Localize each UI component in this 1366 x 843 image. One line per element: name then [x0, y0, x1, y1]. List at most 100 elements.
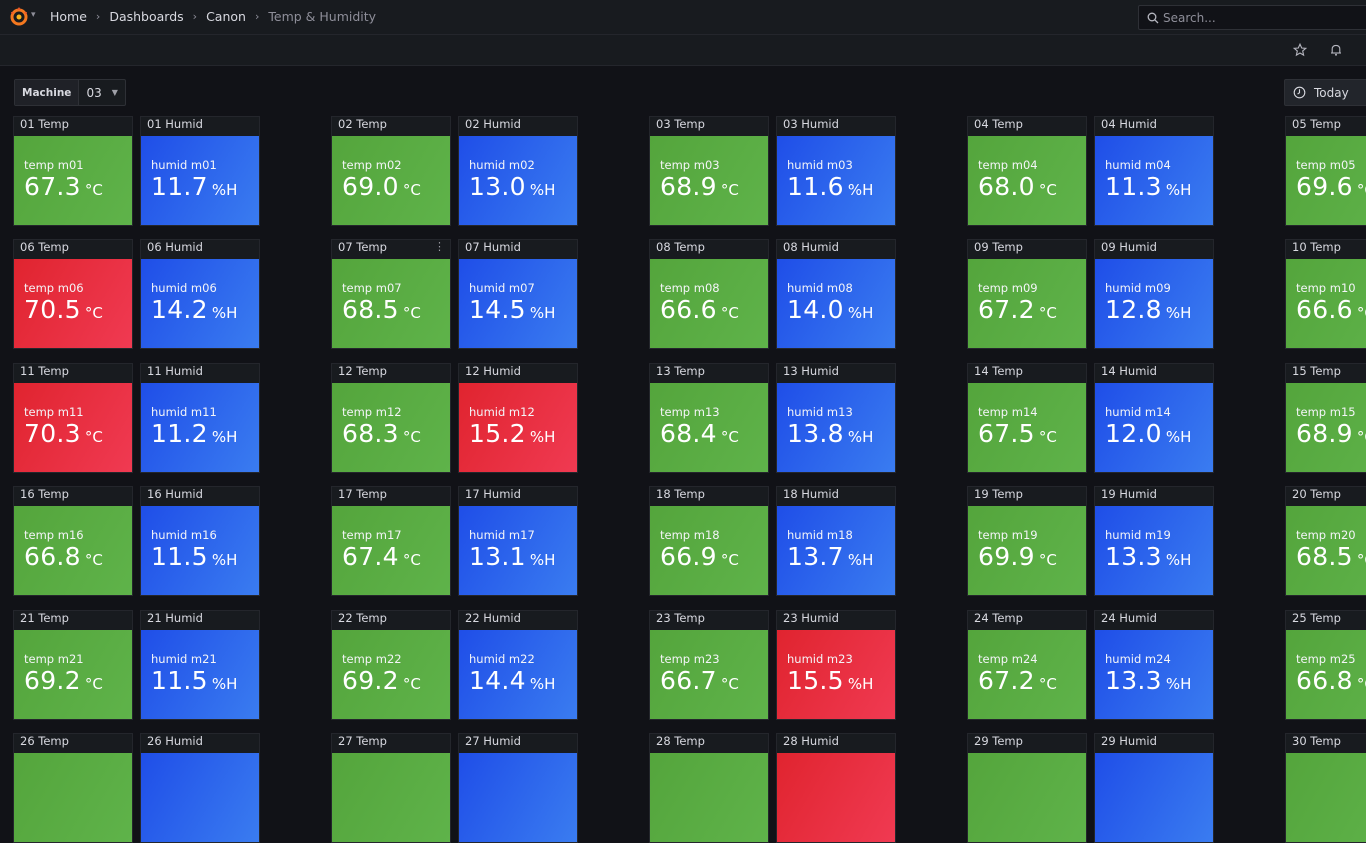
humid-panel[interactable]: 12 Humid humid m12 15.2 %H [458, 363, 578, 473]
temp-panel[interactable]: 21 Temp temp m21 69.2 °C [13, 610, 133, 720]
humid-panel[interactable]: 09 Humid humid m09 12.8 %H [1094, 239, 1214, 349]
panel-title[interactable]: 29 Humid [1101, 734, 1157, 748]
panel-title[interactable]: 13 Temp [656, 364, 705, 378]
temp-panel[interactable]: 06 Temp temp m06 70.5 °C [13, 239, 133, 349]
machine-variable-picker[interactable]: Machine 03 ▼ [14, 79, 126, 106]
panel-title[interactable]: 09 Temp [974, 240, 1023, 254]
panel-title[interactable]: 17 Temp [338, 487, 387, 501]
machine-variable-select[interactable]: 03 ▼ [79, 80, 124, 105]
humid-panel[interactable]: 01 Humid humid m01 11.7 %H [140, 116, 260, 226]
temp-panel[interactable]: 17 Temp temp m17 67.4 °C [331, 486, 451, 596]
bell-icon[interactable] [1329, 43, 1343, 57]
panel-title[interactable]: 13 Humid [783, 364, 839, 378]
temp-panel[interactable]: 11 Temp temp m11 70.3 °C [13, 363, 133, 473]
temp-panel[interactable]: 13 Temp temp m13 68.4 °C [649, 363, 769, 473]
temp-panel[interactable]: 26 Temp [13, 733, 133, 843]
panel-title[interactable]: 03 Temp [656, 117, 705, 131]
temp-panel[interactable]: 23 Temp temp m23 66.7 °C [649, 610, 769, 720]
panel-title[interactable]: 12 Temp [338, 364, 387, 378]
temp-panel[interactable]: 04 Temp temp m04 68.0 °C [967, 116, 1087, 226]
panel-title[interactable]: 27 Temp [338, 734, 387, 748]
grafana-logo-icon[interactable] [8, 6, 30, 28]
humid-panel[interactable]: 07 Humid humid m07 14.5 %H [458, 239, 578, 349]
humid-panel[interactable]: 03 Humid humid m03 11.6 %H [776, 116, 896, 226]
humid-panel[interactable]: 22 Humid humid m22 14.4 %H [458, 610, 578, 720]
panel-title[interactable]: 14 Temp [974, 364, 1023, 378]
chevron-down-icon[interactable]: ▾ [31, 10, 36, 20]
temp-panel[interactable]: 24 Temp temp m24 67.2 °C [967, 610, 1087, 720]
temp-panel[interactable]: 19 Temp temp m19 69.9 °C [967, 486, 1087, 596]
humid-panel[interactable]: 24 Humid humid m24 13.3 %H [1094, 610, 1214, 720]
humid-panel[interactable]: 19 Humid humid m19 13.3 %H [1094, 486, 1214, 596]
humid-panel[interactable]: 02 Humid humid m02 13.0 %H [458, 116, 578, 226]
panel-title[interactable]: 01 Humid [147, 117, 203, 131]
panel-menu-icon[interactable]: ⋮ [434, 240, 445, 253]
temp-panel[interactable]: 03 Temp temp m03 68.9 °C [649, 116, 769, 226]
panel-title[interactable]: 25 Temp [1292, 611, 1341, 625]
breadcrumb-folder[interactable]: Canon [206, 9, 246, 24]
panel-title[interactable]: 28 Humid [783, 734, 839, 748]
humid-panel[interactable]: 23 Humid humid m23 15.5 %H [776, 610, 896, 720]
temp-panel[interactable]: 01 Temp temp m01 67.3 °C [13, 116, 133, 226]
humid-panel[interactable]: 26 Humid [140, 733, 260, 843]
temp-panel[interactable]: 12 Temp temp m12 68.3 °C [331, 363, 451, 473]
breadcrumb-dashboards[interactable]: Dashboards [109, 9, 184, 24]
humid-panel[interactable]: 04 Humid humid m04 11.3 %H [1094, 116, 1214, 226]
humid-panel[interactable]: 27 Humid [458, 733, 578, 843]
panel-title[interactable]: 04 Temp [974, 117, 1023, 131]
panel-title[interactable]: 29 Temp [974, 734, 1023, 748]
panel-title[interactable]: 09 Humid [1101, 240, 1157, 254]
temp-panel[interactable]: 29 Temp [967, 733, 1087, 843]
temp-panel[interactable]: 14 Temp temp m14 67.5 °C [967, 363, 1087, 473]
panel-title[interactable]: 12 Humid [465, 364, 521, 378]
humid-panel[interactable]: 21 Humid humid m21 11.5 %H [140, 610, 260, 720]
panel-title[interactable]: 20 Temp [1292, 487, 1341, 501]
humid-panel[interactable]: 14 Humid humid m14 12.0 %H [1094, 363, 1214, 473]
panel-title[interactable]: 30 Temp [1292, 734, 1341, 748]
panel-title[interactable]: 18 Temp [656, 487, 705, 501]
panel-title[interactable]: 18 Humid [783, 487, 839, 501]
search-input[interactable]: Search... [1138, 5, 1366, 30]
panel-title[interactable]: 26 Temp [20, 734, 69, 748]
panel-title[interactable]: 23 Temp [656, 611, 705, 625]
panel-title[interactable]: 11 Humid [147, 364, 203, 378]
panel-title[interactable]: 22 Humid [465, 611, 521, 625]
humid-panel[interactable]: 29 Humid [1094, 733, 1214, 843]
panel-title[interactable]: 03 Humid [783, 117, 839, 131]
temp-panel[interactable]: 08 Temp temp m08 66.6 °C [649, 239, 769, 349]
humid-panel[interactable]: 16 Humid humid m16 11.5 %H [140, 486, 260, 596]
panel-title[interactable]: 21 Temp [20, 611, 69, 625]
humid-panel[interactable]: 17 Humid humid m17 13.1 %H [458, 486, 578, 596]
panel-title[interactable]: 08 Temp [656, 240, 705, 254]
temp-panel[interactable]: 30 Temp [1285, 733, 1366, 843]
panel-title[interactable]: 16 Temp [20, 487, 69, 501]
panel-title[interactable]: 19 Temp [974, 487, 1023, 501]
temp-panel[interactable]: 28 Temp [649, 733, 769, 843]
panel-title[interactable]: 22 Temp [338, 611, 387, 625]
panel-title[interactable]: 02 Temp [338, 117, 387, 131]
humid-panel[interactable]: 08 Humid humid m08 14.0 %H [776, 239, 896, 349]
breadcrumb-home[interactable]: Home [50, 9, 87, 24]
panel-title[interactable]: 02 Humid [465, 117, 521, 131]
panel-title[interactable]: 11 Temp [20, 364, 69, 378]
panel-title[interactable]: 08 Humid [783, 240, 839, 254]
panel-title[interactable]: 24 Humid [1101, 611, 1157, 625]
panel-title[interactable]: 01 Temp [20, 117, 69, 131]
humid-panel[interactable]: 28 Humid [776, 733, 896, 843]
temp-panel[interactable]: 02 Temp temp m02 69.0 °C [331, 116, 451, 226]
humid-panel[interactable]: 06 Humid humid m06 14.2 %H [140, 239, 260, 349]
panel-title[interactable]: 19 Humid [1101, 487, 1157, 501]
temp-panel[interactable]: 07 Temp ⋮ temp m07 68.5 °C [331, 239, 451, 349]
time-range-picker[interactable]: Today [1284, 79, 1366, 106]
temp-panel[interactable]: 18 Temp temp m18 66.9 °C [649, 486, 769, 596]
panel-title[interactable]: 21 Humid [147, 611, 203, 625]
humid-panel[interactable]: 11 Humid humid m11 11.2 %H [140, 363, 260, 473]
panel-title[interactable]: 15 Temp [1292, 364, 1341, 378]
panel-title[interactable]: 05 Temp [1292, 117, 1341, 131]
panel-title[interactable]: 24 Temp [974, 611, 1023, 625]
